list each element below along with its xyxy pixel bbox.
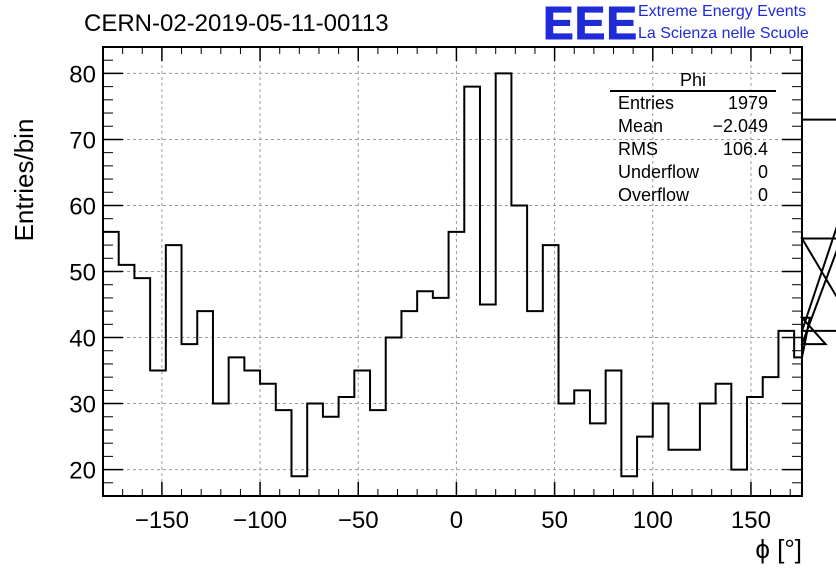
histogram-bin xyxy=(433,298,449,496)
stats-row-overflow: Overflow 0 xyxy=(610,184,776,207)
histogram-bin xyxy=(559,404,575,496)
histogram-bin xyxy=(417,291,433,496)
y-tick-label: 70 xyxy=(69,127,96,154)
histogram-bin xyxy=(229,357,245,496)
grid-lines xyxy=(103,47,802,496)
histogram-bin xyxy=(307,404,323,496)
stats-row-rms: RMS 106.4 xyxy=(610,138,776,161)
histogram-bin xyxy=(700,404,716,496)
y-tick-label: 30 xyxy=(69,392,96,419)
axis-ticks xyxy=(102,46,802,497)
histogram-bin xyxy=(339,397,355,496)
histogram-bin xyxy=(496,73,512,496)
histogram-bin xyxy=(244,371,260,496)
histogram-bin xyxy=(637,437,653,496)
stats-value: −2.049 xyxy=(712,116,768,136)
histogram-bin xyxy=(574,390,590,496)
histogram-bin xyxy=(621,476,637,496)
stats-row-underflow: Underflow 0 xyxy=(610,161,776,184)
stats-row-mean: Mean −2.049 xyxy=(610,115,776,138)
run-title: CERN-02-2019-05-11-00113 xyxy=(84,10,389,37)
histogram-bin xyxy=(778,331,794,496)
histogram-bin xyxy=(731,470,747,496)
stats-title: Phi xyxy=(610,70,776,92)
stats-label: Entries xyxy=(618,93,675,113)
axis-tick-labels: −150 −100 −50 0 50 100 150 20 30 40 50 60 70 80 xyxy=(69,61,771,534)
x-tick-label: 100 xyxy=(633,507,673,534)
histogram-bin xyxy=(119,265,135,496)
stats-label: Mean xyxy=(618,116,664,136)
x-tick-label: 0 xyxy=(450,507,463,534)
logo-caption-line2: La Scienza nelle Scuole xyxy=(638,25,809,42)
histogram-bin xyxy=(386,338,402,496)
histogram-bin xyxy=(370,410,386,496)
histogram-bin xyxy=(166,245,182,496)
x-axis-label: ϕ [°] xyxy=(755,534,802,564)
histogram-bin xyxy=(464,87,480,496)
histogram-bin xyxy=(134,278,150,496)
histogram-bin xyxy=(590,423,606,496)
stats-value: 0 xyxy=(757,162,768,182)
x-tick-label: 150 xyxy=(731,507,771,534)
y-tick-label: 60 xyxy=(69,193,96,220)
histogram-bin xyxy=(794,357,802,496)
histogram-bin xyxy=(260,384,276,496)
histogram-bin xyxy=(276,410,292,496)
histogram-bin xyxy=(653,404,669,496)
y-tick-label: 40 xyxy=(69,326,96,353)
histogram-bin xyxy=(543,245,559,496)
histogram-bin xyxy=(182,344,198,496)
x-tick-label: 50 xyxy=(541,507,568,534)
x-tick-label: −150 xyxy=(135,507,189,534)
histogram-outline xyxy=(103,72,836,478)
x-tick-label: −50 xyxy=(338,507,379,534)
histogram-bin xyxy=(511,205,527,496)
stats-value: 106.4 xyxy=(722,139,768,159)
histogram-bin xyxy=(480,305,496,496)
stats-row-entries: Entries 1979 xyxy=(610,92,776,115)
histogram-bin xyxy=(763,377,779,496)
histogram-bin xyxy=(323,417,339,496)
histogram-bin xyxy=(354,371,370,496)
x-tick-label: −100 xyxy=(233,507,287,534)
y-tick-label: 50 xyxy=(69,260,96,287)
stats-label: Overflow xyxy=(618,185,690,205)
histogram-bin xyxy=(716,384,732,496)
stats-label: RMS xyxy=(618,139,658,159)
logo-caption-line1: Extreme Energy Events xyxy=(638,3,807,20)
y-axis-label: Entries/bin xyxy=(9,119,39,242)
stats-value: 1979 xyxy=(727,93,768,113)
histogram-bin xyxy=(150,371,166,496)
stats-value: 0 xyxy=(757,185,768,205)
histogram-bin xyxy=(668,450,684,496)
stats-box: Phi Entries 1979 Mean −2.049 RMS 106.4 U… xyxy=(610,70,776,207)
y-tick-label: 20 xyxy=(69,458,96,485)
stats-label: Underflow xyxy=(618,162,700,182)
histogram-bin xyxy=(606,371,622,496)
histogram-bin xyxy=(213,404,229,496)
histogram-bin xyxy=(747,397,763,496)
y-tick-label: 80 xyxy=(69,61,96,88)
eee-logo: EEE xyxy=(542,0,639,49)
